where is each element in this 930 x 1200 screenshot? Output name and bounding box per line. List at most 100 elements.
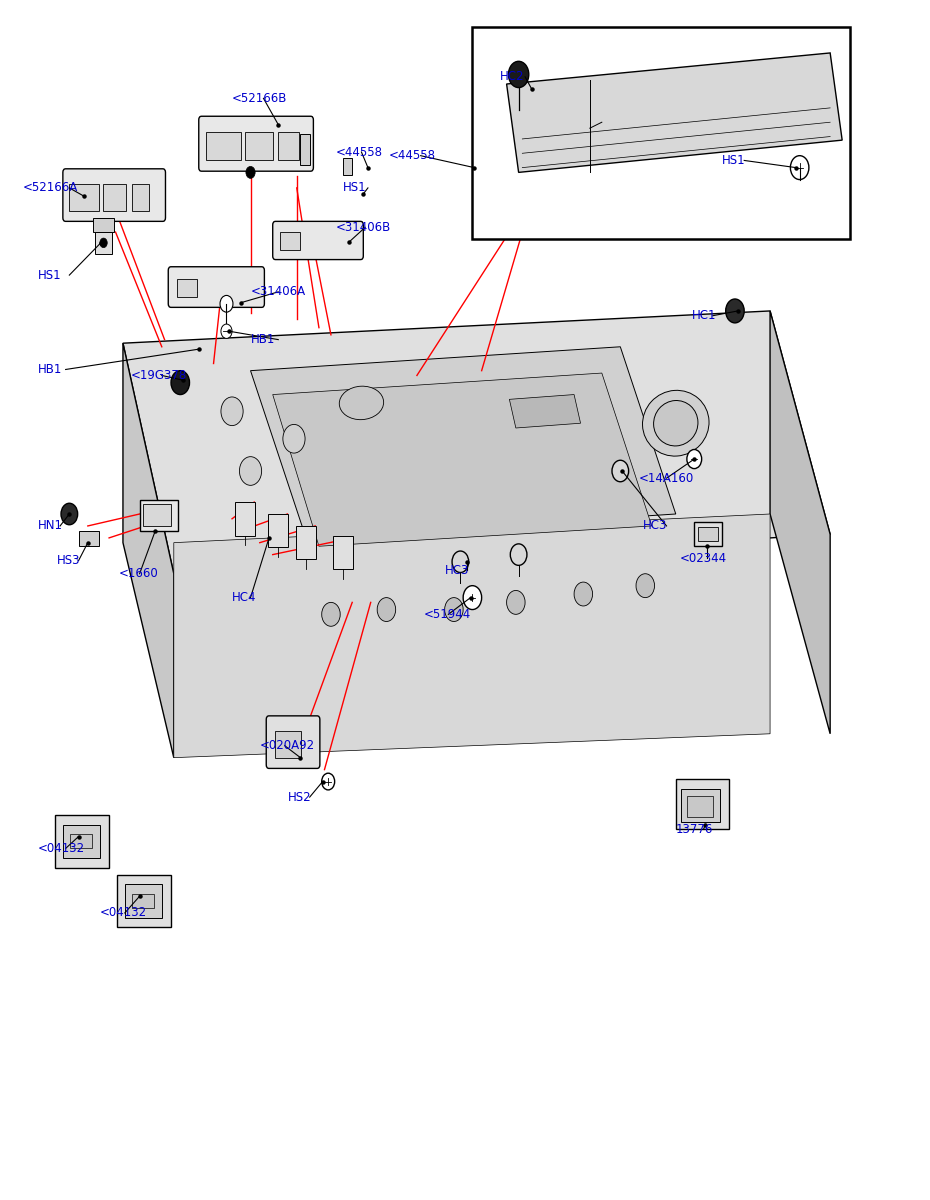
Text: sendieria: sendieria bbox=[310, 427, 620, 546]
Circle shape bbox=[725, 299, 744, 323]
Text: HS1: HS1 bbox=[38, 269, 61, 282]
Text: HS3: HS3 bbox=[57, 554, 80, 568]
Text: HC3: HC3 bbox=[643, 520, 667, 533]
Polygon shape bbox=[507, 53, 843, 173]
Circle shape bbox=[612, 461, 629, 481]
Text: HS1: HS1 bbox=[343, 181, 366, 194]
Polygon shape bbox=[123, 343, 174, 757]
Text: HB1: HB1 bbox=[38, 362, 62, 376]
Circle shape bbox=[790, 156, 809, 180]
Bar bbox=[102, 185, 126, 211]
Bar bbox=[93, 217, 113, 232]
Text: <51944: <51944 bbox=[423, 608, 471, 620]
Text: HS2: HS2 bbox=[287, 791, 312, 804]
Circle shape bbox=[511, 544, 527, 565]
Bar bbox=[343, 158, 352, 175]
Bar bbox=[245, 132, 272, 161]
Ellipse shape bbox=[339, 386, 384, 420]
Polygon shape bbox=[123, 311, 830, 574]
Text: <44558: <44558 bbox=[336, 145, 382, 158]
Circle shape bbox=[221, 324, 232, 338]
Text: <1660: <1660 bbox=[118, 568, 158, 581]
Ellipse shape bbox=[643, 390, 709, 456]
FancyBboxPatch shape bbox=[199, 116, 313, 172]
Text: <31406B: <31406B bbox=[336, 221, 391, 234]
Bar bbox=[177, 278, 197, 296]
Bar bbox=[268, 514, 288, 547]
Bar bbox=[278, 132, 299, 161]
Text: <31406A: <31406A bbox=[250, 286, 306, 299]
Bar bbox=[117, 875, 171, 928]
Text: <04132: <04132 bbox=[38, 842, 85, 854]
Polygon shape bbox=[272, 373, 652, 546]
FancyBboxPatch shape bbox=[272, 221, 364, 259]
Text: <14A160: <14A160 bbox=[639, 472, 694, 485]
Bar bbox=[95, 232, 112, 253]
Bar bbox=[682, 788, 720, 822]
Circle shape bbox=[445, 598, 463, 622]
Bar bbox=[296, 526, 316, 559]
Text: <19G378: <19G378 bbox=[130, 368, 187, 382]
Bar bbox=[71, 834, 92, 848]
Circle shape bbox=[463, 586, 482, 610]
Bar bbox=[70, 185, 99, 211]
Circle shape bbox=[220, 295, 232, 312]
Text: HC2: HC2 bbox=[500, 71, 525, 83]
Bar bbox=[63, 824, 100, 858]
Bar bbox=[472, 26, 850, 239]
Circle shape bbox=[61, 503, 78, 524]
Bar bbox=[333, 535, 353, 569]
Text: <02344: <02344 bbox=[680, 552, 726, 565]
Bar bbox=[78, 530, 99, 546]
Text: <04132: <04132 bbox=[100, 906, 147, 919]
Bar bbox=[140, 499, 179, 530]
Bar bbox=[698, 527, 718, 541]
FancyBboxPatch shape bbox=[168, 266, 264, 307]
FancyBboxPatch shape bbox=[63, 169, 166, 221]
Circle shape bbox=[221, 397, 243, 426]
Circle shape bbox=[452, 551, 469, 572]
Bar bbox=[132, 894, 154, 908]
Ellipse shape bbox=[654, 401, 698, 446]
Bar bbox=[125, 884, 162, 918]
Circle shape bbox=[171, 371, 190, 395]
Polygon shape bbox=[174, 514, 770, 757]
Polygon shape bbox=[510, 395, 580, 428]
Circle shape bbox=[322, 773, 335, 790]
Circle shape bbox=[507, 590, 525, 614]
Bar bbox=[132, 185, 149, 211]
Text: HB1: HB1 bbox=[250, 334, 275, 346]
Polygon shape bbox=[770, 311, 830, 733]
Text: HC3: HC3 bbox=[445, 564, 469, 577]
Circle shape bbox=[100, 238, 107, 247]
Bar bbox=[300, 134, 310, 166]
Polygon shape bbox=[250, 347, 676, 538]
Bar bbox=[234, 502, 255, 535]
Text: HN1: HN1 bbox=[38, 520, 63, 533]
Text: <020A92: <020A92 bbox=[259, 739, 315, 752]
FancyBboxPatch shape bbox=[266, 716, 320, 768]
Bar bbox=[676, 779, 729, 829]
Bar bbox=[275, 731, 301, 757]
Circle shape bbox=[239, 457, 261, 485]
Text: HC1: HC1 bbox=[692, 310, 716, 323]
Bar bbox=[56, 815, 109, 868]
Circle shape bbox=[283, 425, 305, 454]
Bar bbox=[206, 132, 241, 161]
Circle shape bbox=[574, 582, 592, 606]
Bar bbox=[695, 522, 722, 546]
Circle shape bbox=[509, 61, 529, 88]
Circle shape bbox=[246, 167, 255, 179]
Text: HS1: HS1 bbox=[722, 154, 746, 167]
Bar bbox=[280, 232, 300, 250]
Bar bbox=[687, 796, 712, 817]
Circle shape bbox=[687, 450, 701, 469]
Circle shape bbox=[322, 602, 340, 626]
Text: 13776: 13776 bbox=[676, 823, 713, 836]
Circle shape bbox=[378, 598, 395, 622]
Text: HC4: HC4 bbox=[232, 592, 257, 604]
Text: <52166B: <52166B bbox=[232, 92, 287, 104]
Text: <52166A: <52166A bbox=[23, 181, 78, 194]
Bar bbox=[143, 504, 171, 526]
Circle shape bbox=[636, 574, 655, 598]
